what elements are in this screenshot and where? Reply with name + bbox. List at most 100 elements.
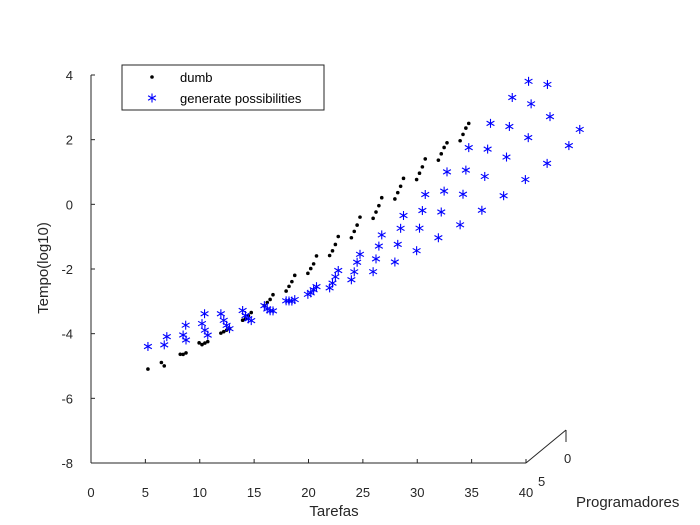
data-point-generate-possibilities — [505, 121, 514, 131]
x-tick-label: 5 — [142, 485, 149, 500]
data-point-generate-possibilities — [461, 165, 471, 175]
data-point-dumb — [308, 266, 313, 271]
y-tick-label: -6 — [61, 391, 73, 406]
data-point-dumb — [311, 262, 316, 266]
x-tick-label: 0 — [87, 485, 94, 500]
data-point-generate-possibilities — [524, 76, 533, 86]
data-point-generate-possibilities — [421, 190, 430, 199]
data-point-generate-possibilities — [393, 239, 402, 249]
data-point-dumb — [377, 203, 381, 208]
data-point-dumb — [203, 341, 207, 345]
data-point-generate-possibilities — [178, 330, 188, 340]
data-point-dumb — [181, 352, 185, 357]
legend-label-generate-possibilities: generate possibilities — [180, 91, 302, 106]
data-point-dumb — [330, 249, 335, 253]
data-point-dumb — [442, 145, 446, 150]
z-axis-title: Programadores — [576, 494, 679, 511]
data-point-generate-possibilities — [200, 325, 210, 335]
data-point-generate-possibilities — [216, 309, 226, 319]
data-point-generate-possibilities — [334, 265, 343, 275]
data-point-dumb — [349, 235, 354, 240]
data-point-generate-possibilities — [374, 241, 384, 251]
data-point-dumb — [393, 197, 397, 201]
y-tick-label: 0 — [66, 197, 73, 212]
data-point-dumb — [336, 234, 341, 239]
data-point-dumb — [249, 310, 254, 315]
data-point-dumb — [458, 138, 462, 143]
y-tick-label: -4 — [61, 327, 73, 342]
data-point-generate-possibilities — [458, 189, 468, 199]
z-tick-label: 5 — [538, 474, 545, 489]
data-point-dumb — [184, 351, 188, 355]
data-point-dumb — [219, 331, 223, 335]
data-point-generate-possibilities — [355, 249, 365, 259]
data-point-generate-possibilities — [162, 332, 171, 342]
data-point-dumb — [371, 216, 375, 221]
tick-marks — [90, 74, 527, 464]
data-point-dumb — [398, 184, 403, 189]
x-tick-label: 20 — [301, 485, 315, 500]
data-point-dumb — [379, 195, 384, 200]
data-point-generate-possibilities — [399, 211, 408, 221]
y-tick-label: -2 — [61, 262, 73, 277]
data-point-dumb — [268, 297, 272, 302]
data-point-generate-possibilities — [350, 267, 359, 277]
x-tick-label: 40 — [519, 485, 533, 500]
x-tick-label: 15 — [247, 485, 261, 500]
data-point-dumb — [287, 284, 291, 289]
data-point-dumb — [240, 318, 245, 323]
data-point-generate-possibilities — [219, 315, 228, 325]
data-point-dumb — [221, 329, 226, 334]
data-point-generate-possibilities — [499, 191, 508, 201]
data-point-dumb — [439, 152, 444, 156]
data-point-dumb — [423, 157, 428, 161]
data-point-dumb — [197, 341, 201, 345]
data-point-generate-possibilities — [434, 233, 443, 243]
data-point-dumb — [466, 121, 471, 126]
data-point-dumb — [290, 279, 294, 284]
data-point-dumb — [162, 364, 167, 368]
data-point-generate-possibilities — [377, 230, 386, 240]
y-tick-label: -8 — [61, 456, 73, 471]
data-point-dumb — [327, 253, 332, 258]
axes — [90, 75, 567, 464]
x-tick-label: 30 — [410, 485, 424, 500]
legend-box — [121, 64, 325, 111]
data-point-dumb — [146, 367, 150, 371]
data-point-generate-possibilities — [508, 93, 517, 102]
legend-marker-dumb — [150, 75, 154, 79]
data-point-generate-possibilities — [545, 112, 555, 122]
data-point-dumb — [401, 176, 406, 181]
data-point-generate-possibilities — [480, 171, 489, 181]
data-point-generate-possibilities — [303, 289, 313, 299]
data-point-dumb — [352, 229, 357, 234]
data-point-dumb — [374, 210, 378, 214]
data-point-dumb — [200, 342, 204, 347]
data-point-dumb — [414, 177, 419, 182]
data-point-generate-possibilities — [197, 319, 207, 329]
data-point-generate-possibilities — [575, 124, 584, 134]
legend-label-dumb: dumb — [180, 70, 213, 85]
data-point-generate-possibilities — [371, 254, 381, 264]
y-tick-label: 4 — [66, 68, 73, 83]
data-point-generate-possibilities — [390, 257, 400, 267]
data-point-generate-possibilities — [477, 205, 487, 215]
data-point-dumb — [292, 273, 297, 278]
data-point-generate-possibilities — [455, 220, 465, 230]
data-point-dumb — [417, 171, 422, 176]
data-point-generate-possibilities — [543, 79, 552, 89]
z-axis-line — [525, 429, 567, 464]
legend-star-glyph — [147, 93, 157, 103]
data-point-generate-possibilities — [524, 133, 533, 143]
data-point-generate-possibilities — [418, 206, 427, 216]
data-point-dumb — [436, 158, 441, 162]
data-point-dumb — [445, 140, 449, 145]
data-point-dumb — [420, 165, 425, 169]
data-point-dumb — [355, 223, 359, 227]
data-point-dumb — [358, 215, 362, 219]
data-point-dumb — [306, 271, 310, 276]
data-point-dumb — [464, 126, 468, 130]
data-points — [143, 76, 584, 371]
